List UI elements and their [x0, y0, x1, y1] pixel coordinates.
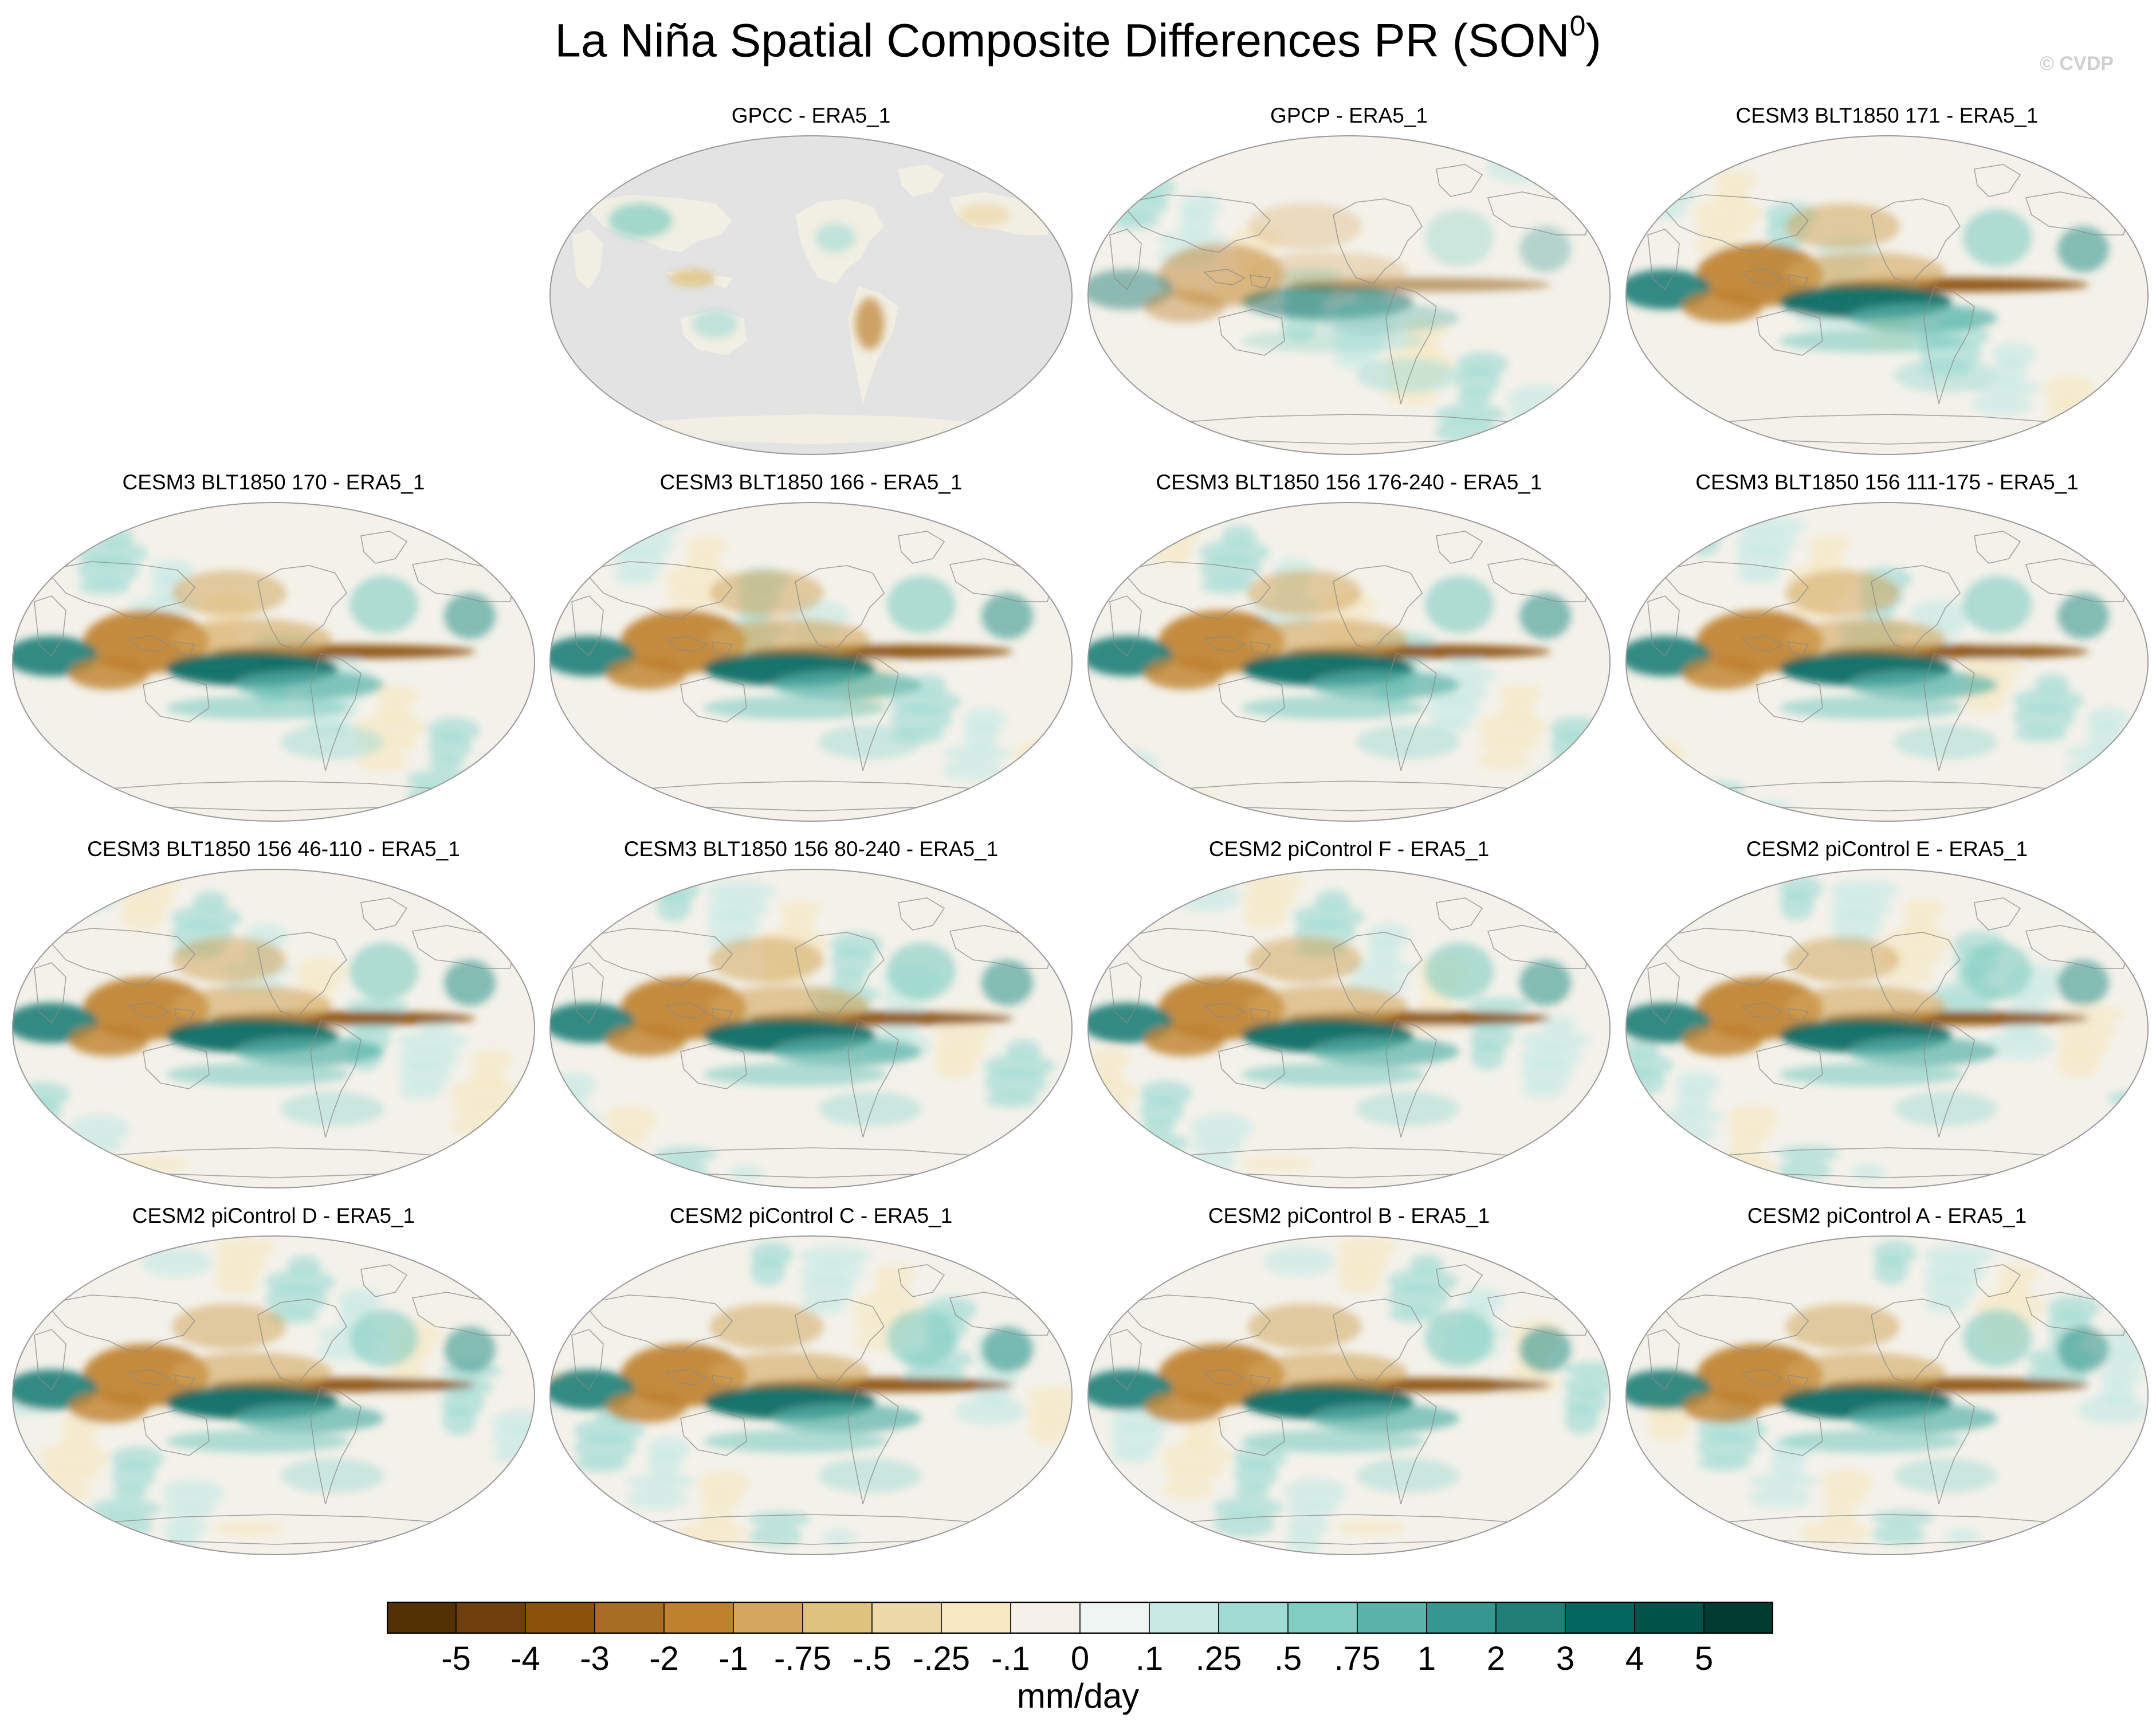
map-panel	[12, 502, 535, 822]
map-panel	[1087, 869, 1611, 1188]
colorbar-swatch	[802, 1602, 873, 1634]
colorbar-tick-label: .1	[1135, 1640, 1164, 1677]
panel-title: CESM3 BLT1850 156 46-110 - ERA5_1	[87, 837, 460, 861]
panel-title: CESM3 BLT1850 156 111-175 - ERA5_1	[1695, 470, 2079, 494]
colorbar-swatch	[525, 1602, 595, 1634]
colorbar-tick-label: .75	[1334, 1640, 1381, 1677]
colorbar-tick-label: -2	[649, 1640, 679, 1677]
colorbar-tick-label: -3	[580, 1640, 610, 1677]
map-panel	[549, 135, 1073, 455]
colorbar-swatch	[594, 1602, 665, 1634]
colorbar-swatch	[871, 1602, 942, 1634]
colorbar-tick-label: 1	[1417, 1640, 1436, 1677]
map-panel	[12, 1235, 535, 1555]
panel-title: CESM3 BLT1850 170 - ERA5_1	[122, 470, 425, 494]
colorbar-swatch	[1218, 1602, 1289, 1634]
colorbar-swatch	[941, 1602, 1011, 1634]
colorbar	[387, 1602, 1773, 1634]
panel-title: GPCP - ERA5_1	[1270, 104, 1428, 127]
colorbar-tick-label: -.75	[774, 1640, 831, 1677]
map-panel	[549, 1235, 1073, 1555]
panel-title: CESM2 piControl C - ERA5_1	[669, 1204, 953, 1227]
colorbar-swatch	[1149, 1602, 1219, 1634]
colorbar-swatch	[1357, 1602, 1427, 1634]
map-panel	[1625, 869, 2149, 1188]
panel-title: CESM3 BLT1850 166 - ERA5_1	[659, 470, 963, 494]
colorbar-swatch	[1287, 1602, 1358, 1634]
colorbar-swatch	[1079, 1602, 1150, 1634]
colorbar-swatch	[1010, 1602, 1081, 1634]
credit-watermark: © CVDP	[2040, 53, 2114, 74]
map-panel	[1087, 502, 1611, 822]
map-panel	[1625, 135, 2149, 455]
panel-title: CESM3 BLT1850 156 176-240 - ERA5_1	[1156, 470, 1542, 494]
colorbar-swatch	[387, 1602, 457, 1634]
colorbar-tick-label: 5	[1694, 1640, 1714, 1677]
colorbar-swatch	[1703, 1602, 1773, 1634]
panel-title: GPCC - ERA5_1	[731, 104, 891, 127]
map-panel	[549, 502, 1073, 822]
panel-title: CESM3 BLT1850 156 80-240 - ERA5_1	[623, 837, 999, 861]
panel-title: CESM2 piControl F - ERA5_1	[1208, 837, 1490, 861]
map-panel	[1087, 1235, 1611, 1555]
colorbar-swatch	[1565, 1602, 1635, 1634]
panel-title: CESM2 piControl D - ERA5_1	[132, 1204, 415, 1227]
colorbar-swatch	[733, 1602, 803, 1634]
map-panel	[1625, 502, 2149, 822]
colorbar-swatch	[663, 1602, 734, 1634]
colorbar-tick-label: .25	[1195, 1640, 1242, 1677]
colorbar-tick-label: .5	[1274, 1640, 1302, 1677]
panel-title: CESM2 piControl A - ERA5_1	[1747, 1204, 2027, 1227]
colorbar-tick-label: -.1	[991, 1640, 1030, 1677]
map-panel	[12, 869, 535, 1188]
map-panel	[549, 869, 1073, 1188]
panel-title: CESM2 piControl E - ERA5_1	[1746, 837, 2028, 861]
colorbar-tick-label: 2	[1486, 1640, 1506, 1677]
map-panel	[1625, 1235, 2149, 1555]
colorbar-tick-label: -4	[510, 1640, 540, 1677]
colorbar-swatch	[1426, 1602, 1497, 1634]
colorbar-tick-label: -5	[441, 1640, 471, 1677]
panel-title: CESM2 piControl B - ERA5_1	[1208, 1204, 1490, 1227]
panel-title: CESM3 BLT1850 171 - ERA5_1	[1735, 104, 2039, 127]
colorbar-tick-label: 0	[1070, 1640, 1090, 1677]
colorbar-tick-label: -.5	[853, 1640, 892, 1677]
colorbar-tick-label: 4	[1625, 1640, 1644, 1677]
page-title: La Niña Spatial Composite Differences PR…	[555, 10, 1601, 67]
colorbar-tick-label: -.25	[913, 1640, 970, 1677]
colorbar-tick-label: 3	[1556, 1640, 1575, 1677]
map-panel	[1087, 135, 1611, 455]
colorbar-swatch	[1495, 1602, 1566, 1634]
colorbar-tick-label: -1	[718, 1640, 748, 1677]
colorbar-swatch	[455, 1602, 526, 1634]
colorbar-swatch	[1634, 1602, 1705, 1634]
colorbar-units: mm/day	[1016, 1677, 1140, 1715]
